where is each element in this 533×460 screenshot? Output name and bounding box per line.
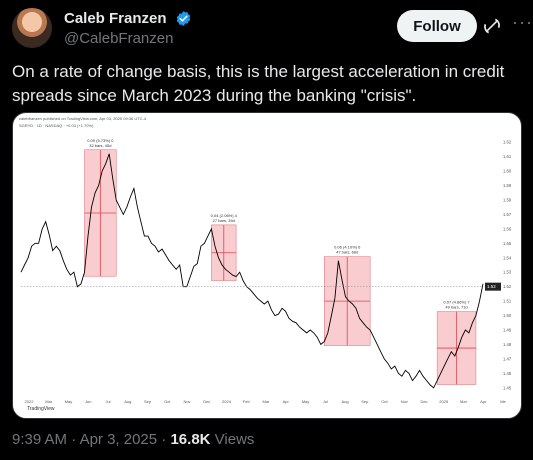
- y-tick-label: 1.53: [503, 270, 512, 275]
- x-tick-label: Jul: [105, 399, 110, 404]
- chart-image[interactable]: calebfranzen published on TradingView.co…: [12, 112, 522, 419]
- annotation-label: 0.04 (2.06%) 4: [211, 213, 238, 218]
- views-label: Views: [210, 431, 255, 448]
- tradingview-watermark: TradingView: [27, 406, 55, 412]
- tweet-footer: 9:39 AM · Apr 3, 2025 · 16.8K Views: [12, 431, 254, 448]
- y-tick-label: 1.51: [503, 299, 512, 304]
- x-tick-label: Dec: [420, 399, 427, 404]
- x-tick-label: Apr: [283, 399, 290, 404]
- annotation-label: 0.07 (4.86%) 7: [443, 300, 470, 305]
- x-tick-label: Apr: [480, 399, 487, 404]
- tradingview-chart: calebfranzen published on TradingView.co…: [19, 116, 512, 412]
- x-tick-label: Aug: [124, 399, 131, 404]
- tweet-date[interactable]: Apr 3, 2025: [79, 431, 158, 448]
- tweet-time[interactable]: 9:39 AM: [12, 431, 68, 448]
- grok-icon[interactable]: [482, 16, 502, 36]
- tweet-text: On a rate of change basis, this is the l…: [12, 62, 505, 105]
- x-tick-label: Dec: [203, 399, 210, 404]
- annotation-label: 32 bars, 45d: [89, 143, 111, 148]
- x-tick-label: Nov: [401, 399, 408, 404]
- author-handle[interactable]: @CalebFranzen: [64, 30, 174, 47]
- y-tick-label: 1.45: [503, 385, 512, 390]
- y-tick-label: 1.55: [503, 241, 512, 246]
- x-tick-label: Aug: [341, 399, 348, 404]
- x-tick-label: Mar: [263, 399, 271, 404]
- x-tick-label: May: [65, 399, 73, 404]
- y-tick-label: 1.46: [503, 371, 512, 376]
- annotation-label: 49 bars, 71d: [445, 305, 467, 310]
- chart-header-line-2: SGRYD · 1D · NASDAQ · +0.03 (+1.70%): [19, 123, 94, 128]
- y-tick-label: 1.56: [503, 226, 512, 231]
- current-price-tag: [485, 282, 501, 291]
- x-tick-label: Sep: [144, 399, 152, 404]
- separator: ·: [157, 431, 171, 448]
- y-tick-label: 1.47: [503, 356, 512, 361]
- y-tick-label: 1.48: [503, 342, 512, 347]
- more-options-icon[interactable]: ···: [512, 12, 533, 32]
- annotation-label: 0.06 (4.10%) 6: [334, 245, 361, 250]
- y-tick-label: 1.62: [503, 140, 512, 145]
- x-tick-label: Mar: [45, 399, 53, 404]
- x-tick-label: Jun: [85, 399, 91, 404]
- x-tick-label: 2024: [222, 399, 232, 404]
- x-tick-label: Oct: [381, 399, 388, 404]
- y-tick-label: 1.58: [503, 198, 512, 203]
- x-tick-label: Jul: [323, 399, 328, 404]
- y-tick-label: 1.57: [503, 212, 512, 217]
- author-name[interactable]: Caleb Franzen: [64, 10, 167, 28]
- y-tick-label: 1.61: [503, 154, 512, 159]
- x-tick-label: Nov: [183, 399, 190, 404]
- y-tick-label: 1.50: [503, 313, 512, 318]
- x-tick-label: 2022: [25, 399, 35, 404]
- annotation-label: 0.09 (5.73%) 0: [87, 138, 114, 143]
- x-tick-label: 2025: [439, 399, 449, 404]
- series-line: [20, 153, 484, 389]
- annotation-label: 27 bars, 39d: [213, 218, 235, 223]
- follow-button[interactable]: Follow: [397, 10, 477, 42]
- x-tick-label: Me: [500, 399, 506, 404]
- y-tick-label: 1.60: [503, 169, 512, 174]
- x-tick-label: Feb: [243, 399, 251, 404]
- y-tick-label: 1.49: [503, 328, 512, 333]
- avatar[interactable]: [12, 8, 52, 48]
- separator: ·: [67, 431, 80, 448]
- y-tick-label: 1.59: [503, 183, 512, 188]
- y-tick-label: 1.52: [503, 284, 512, 289]
- current-price-label: 1.52: [487, 284, 496, 289]
- annotation-label: 47 bars, 66d: [336, 250, 358, 255]
- x-tick-label: Oct: [164, 399, 171, 404]
- tweet-header: Caleb Franzen @CalebFranzen Follow ···: [12, 8, 532, 48]
- author-block: Caleb Franzen @CalebFranzen: [64, 10, 192, 47]
- x-tick-label: May: [302, 399, 310, 404]
- verified-badge-icon: [176, 11, 191, 27]
- x-tick-label: Mar: [460, 399, 468, 404]
- chart-header-line-1: calebfranzen published on TradingView.co…: [19, 116, 147, 121]
- x-tick-label: Sep: [361, 399, 369, 404]
- y-tick-label: 1.54: [503, 255, 512, 260]
- views-count: 16.8K: [170, 431, 211, 448]
